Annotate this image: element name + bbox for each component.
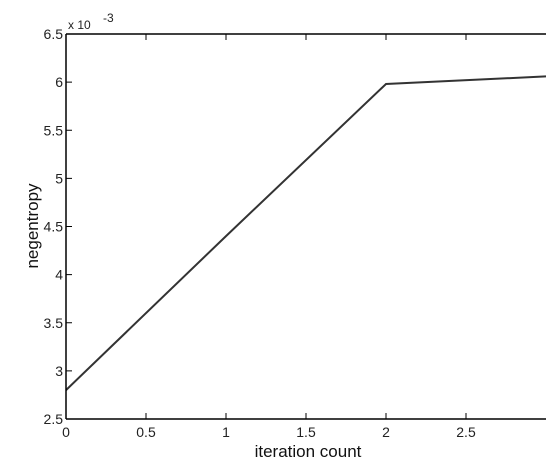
y-axis-label: negentropy xyxy=(23,183,42,269)
x-tick-label-4: 2 xyxy=(382,424,390,440)
y-tick-label-8: 6.5 xyxy=(44,26,64,42)
y-tick-label-5: 5 xyxy=(55,170,63,186)
y-tick-label-7: 6 xyxy=(55,74,63,90)
x-tick-label-5: 2.5 xyxy=(456,424,476,440)
series-line xyxy=(65,75,546,391)
y-tick-label-0: 2.5 xyxy=(44,411,64,427)
y-tick-label-6: 5.5 xyxy=(44,122,64,138)
y-multiplier-exponent: -3 xyxy=(103,11,114,25)
y-multiplier-label: x 10 xyxy=(68,18,91,32)
plot-area xyxy=(66,34,546,419)
y-tick-label-3: 4 xyxy=(55,267,63,283)
y-tick-label-2: 3.5 xyxy=(44,315,64,331)
x-tick-label-2: 1 xyxy=(222,424,230,440)
y-tick-label-4: 4.5 xyxy=(44,219,64,235)
x-tick-label-0: 0 xyxy=(62,424,70,440)
x-axis-label: iteration count xyxy=(255,442,362,461)
x-tick-label-1: 0.5 xyxy=(136,424,156,440)
x-tick-label-3: 1.5 xyxy=(296,424,316,440)
y-tick-label-1: 3 xyxy=(55,363,63,379)
